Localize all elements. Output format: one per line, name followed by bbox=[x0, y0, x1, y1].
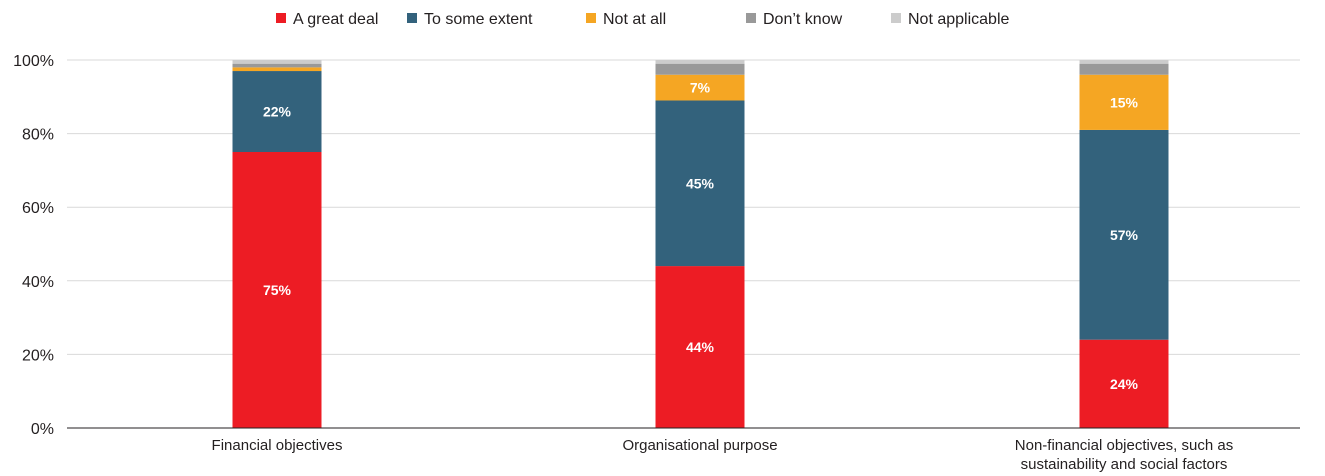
y-tick-label: 0% bbox=[31, 421, 54, 438]
legend-swatch-not-applicable bbox=[891, 13, 901, 23]
bars: 75% 22% 44% 45% 7% 24% 57% 15% bbox=[232, 60, 1169, 428]
bar-segment-a-great-deal bbox=[1079, 339, 1169, 428]
legend-label-a-great-deal: A great deal bbox=[293, 11, 378, 28]
data-label: 15% bbox=[1110, 94, 1139, 110]
x-category-label: Non-financial objectives, such as bbox=[1015, 437, 1233, 454]
bar-segment-don-t-know bbox=[232, 63, 322, 68]
data-label: 45% bbox=[686, 175, 715, 191]
x-axis: Financial objectives Organisational purpo… bbox=[67, 427, 1300, 473]
legend-swatch-not-at-all bbox=[586, 13, 596, 23]
legend-label-not-at-all: Not at all bbox=[603, 11, 666, 28]
y-tick-label: 80% bbox=[22, 127, 54, 144]
data-label: 44% bbox=[686, 339, 715, 355]
y-tick-label: 60% bbox=[22, 200, 54, 217]
legend-swatch-to-some-extent bbox=[407, 13, 417, 23]
y-tick-label: 40% bbox=[22, 274, 54, 291]
bar-segment-not-at-all bbox=[232, 67, 322, 72]
y-tick-label: 100% bbox=[13, 53, 54, 70]
legend-label-don-t-know: Don’t know bbox=[763, 11, 843, 28]
bar-segment-to-some-extent bbox=[1079, 129, 1169, 340]
data-label: 57% bbox=[1110, 227, 1139, 243]
legend-swatch-don-t-know bbox=[746, 13, 756, 23]
bar-segment-a-great-deal bbox=[232, 152, 322, 428]
bar-segment-not-applicable bbox=[1079, 60, 1169, 64]
bar-segment-not-applicable bbox=[232, 60, 322, 64]
legend-label-not-applicable: Not applicable bbox=[908, 11, 1010, 28]
x-category-label: Organisational purpose bbox=[622, 437, 777, 454]
bar-segment-not-at-all bbox=[1079, 74, 1169, 130]
bar-segment-not-applicable bbox=[655, 60, 745, 64]
x-category-label: sustainability and social factors bbox=[1021, 456, 1228, 473]
bar-segment-don-t-know bbox=[1079, 63, 1169, 75]
legend: A great deal To some extent Not at all Don’… bbox=[276, 11, 1010, 28]
legend-swatch-a-great-deal bbox=[276, 13, 286, 23]
bar-segment-to-some-extent bbox=[655, 100, 745, 267]
bar-segment-a-great-deal bbox=[655, 266, 745, 428]
x-category-label: Financial objectives bbox=[212, 437, 343, 454]
y-tick-label: 20% bbox=[22, 347, 54, 364]
data-label: 75% bbox=[263, 282, 292, 298]
y-axis: 0% 20% 40% 60% 80% 100% bbox=[13, 53, 54, 438]
bar-segment-don-t-know bbox=[655, 63, 745, 75]
data-label: 7% bbox=[690, 80, 711, 96]
data-label: 22% bbox=[263, 104, 292, 120]
bar-segment-to-some-extent bbox=[232, 71, 322, 152]
legend-label-to-some-extent: To some extent bbox=[424, 11, 533, 28]
bar-segment-not-at-all bbox=[655, 74, 745, 101]
data-label: 24% bbox=[1110, 376, 1139, 392]
